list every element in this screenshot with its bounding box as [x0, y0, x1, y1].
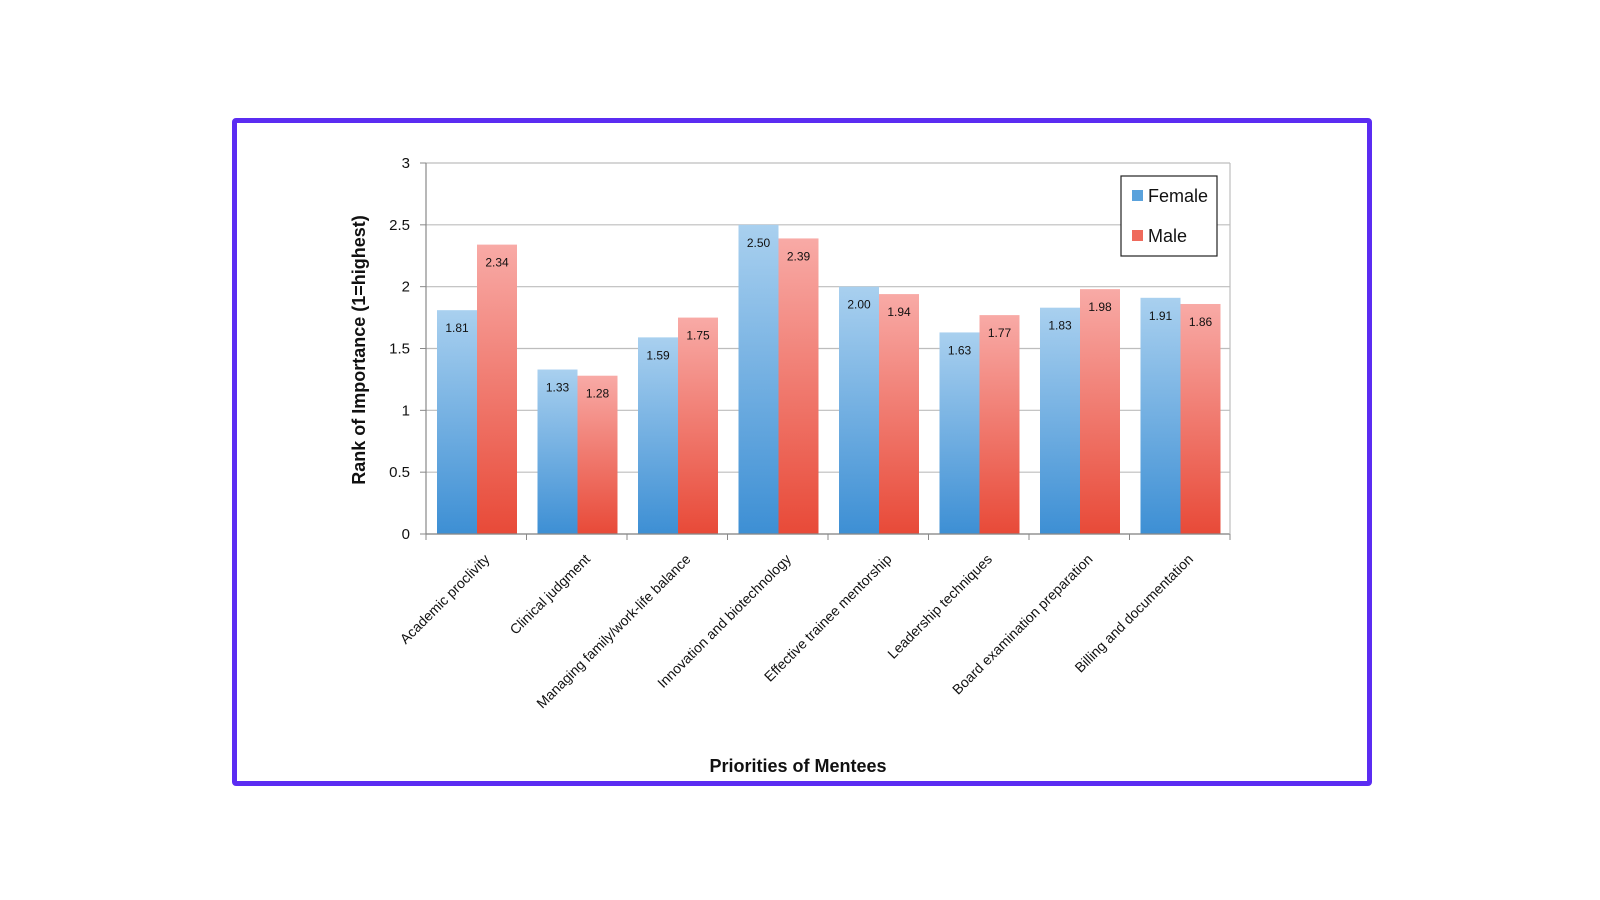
bar-male [778, 238, 819, 535]
legend-swatch-female [1132, 190, 1143, 201]
data-label-male: 1.86 [1189, 315, 1213, 329]
bar-female [537, 369, 578, 534]
y-tick-label: 1 [402, 402, 410, 419]
bar-female [738, 224, 779, 535]
legend: Female Male [1120, 175, 1218, 257]
bar-female [1140, 297, 1181, 534]
y-tick-label: 0 [402, 526, 410, 543]
bar-male [1180, 303, 1221, 534]
bar-female [839, 286, 879, 534]
y-axis-title: Rank of Importance (1=highest) [349, 215, 369, 485]
data-label-male: 1.94 [887, 305, 911, 319]
bar-female [1040, 307, 1080, 534]
bar-male [577, 375, 618, 534]
data-label-male: 1.98 [1088, 300, 1112, 314]
y-tick-label: 1.5 [389, 341, 410, 358]
data-label-female: 1.91 [1149, 309, 1173, 323]
data-label-female: 1.33 [546, 381, 570, 395]
y-tick-label: 3 [402, 155, 410, 172]
data-label-female: 1.81 [445, 321, 469, 335]
bar-female [939, 332, 980, 534]
category-label: Leadership techniques [884, 551, 995, 662]
bar-female [638, 337, 678, 534]
y-tick-label: 0.5 [389, 464, 410, 481]
bar-male [979, 315, 1020, 534]
data-label-male: 2.34 [485, 256, 509, 270]
legend-box [1120, 175, 1218, 257]
y-tick-label: 2.5 [389, 217, 410, 234]
data-label-male: 1.28 [586, 387, 610, 401]
bar-male [477, 244, 517, 534]
bar-male [678, 317, 718, 534]
category-label: Clinical judgment [506, 551, 593, 638]
data-label-male: 1.77 [988, 326, 1012, 340]
bar-male [879, 294, 919, 534]
bar-female [437, 310, 477, 534]
y-tick-label: 2 [402, 279, 410, 296]
data-label-female: 2.00 [847, 298, 871, 312]
category-label: Billing and documentation [1071, 551, 1196, 676]
data-label-female: 1.59 [646, 348, 670, 362]
legend-label-female: Female [1148, 186, 1208, 206]
data-label-male: 1.75 [686, 329, 710, 343]
data-label-female: 1.63 [948, 343, 972, 357]
data-label-female: 1.83 [1048, 319, 1072, 333]
bar-male [1080, 289, 1120, 534]
legend-label-male: Male [1148, 226, 1187, 246]
category-label: Academic proclivity [397, 551, 493, 647]
legend-swatch-male [1132, 230, 1143, 241]
data-label-female: 2.50 [747, 236, 771, 250]
data-label-male: 2.39 [787, 249, 811, 263]
x-axis-title: Priorities of Mentees [709, 756, 886, 776]
